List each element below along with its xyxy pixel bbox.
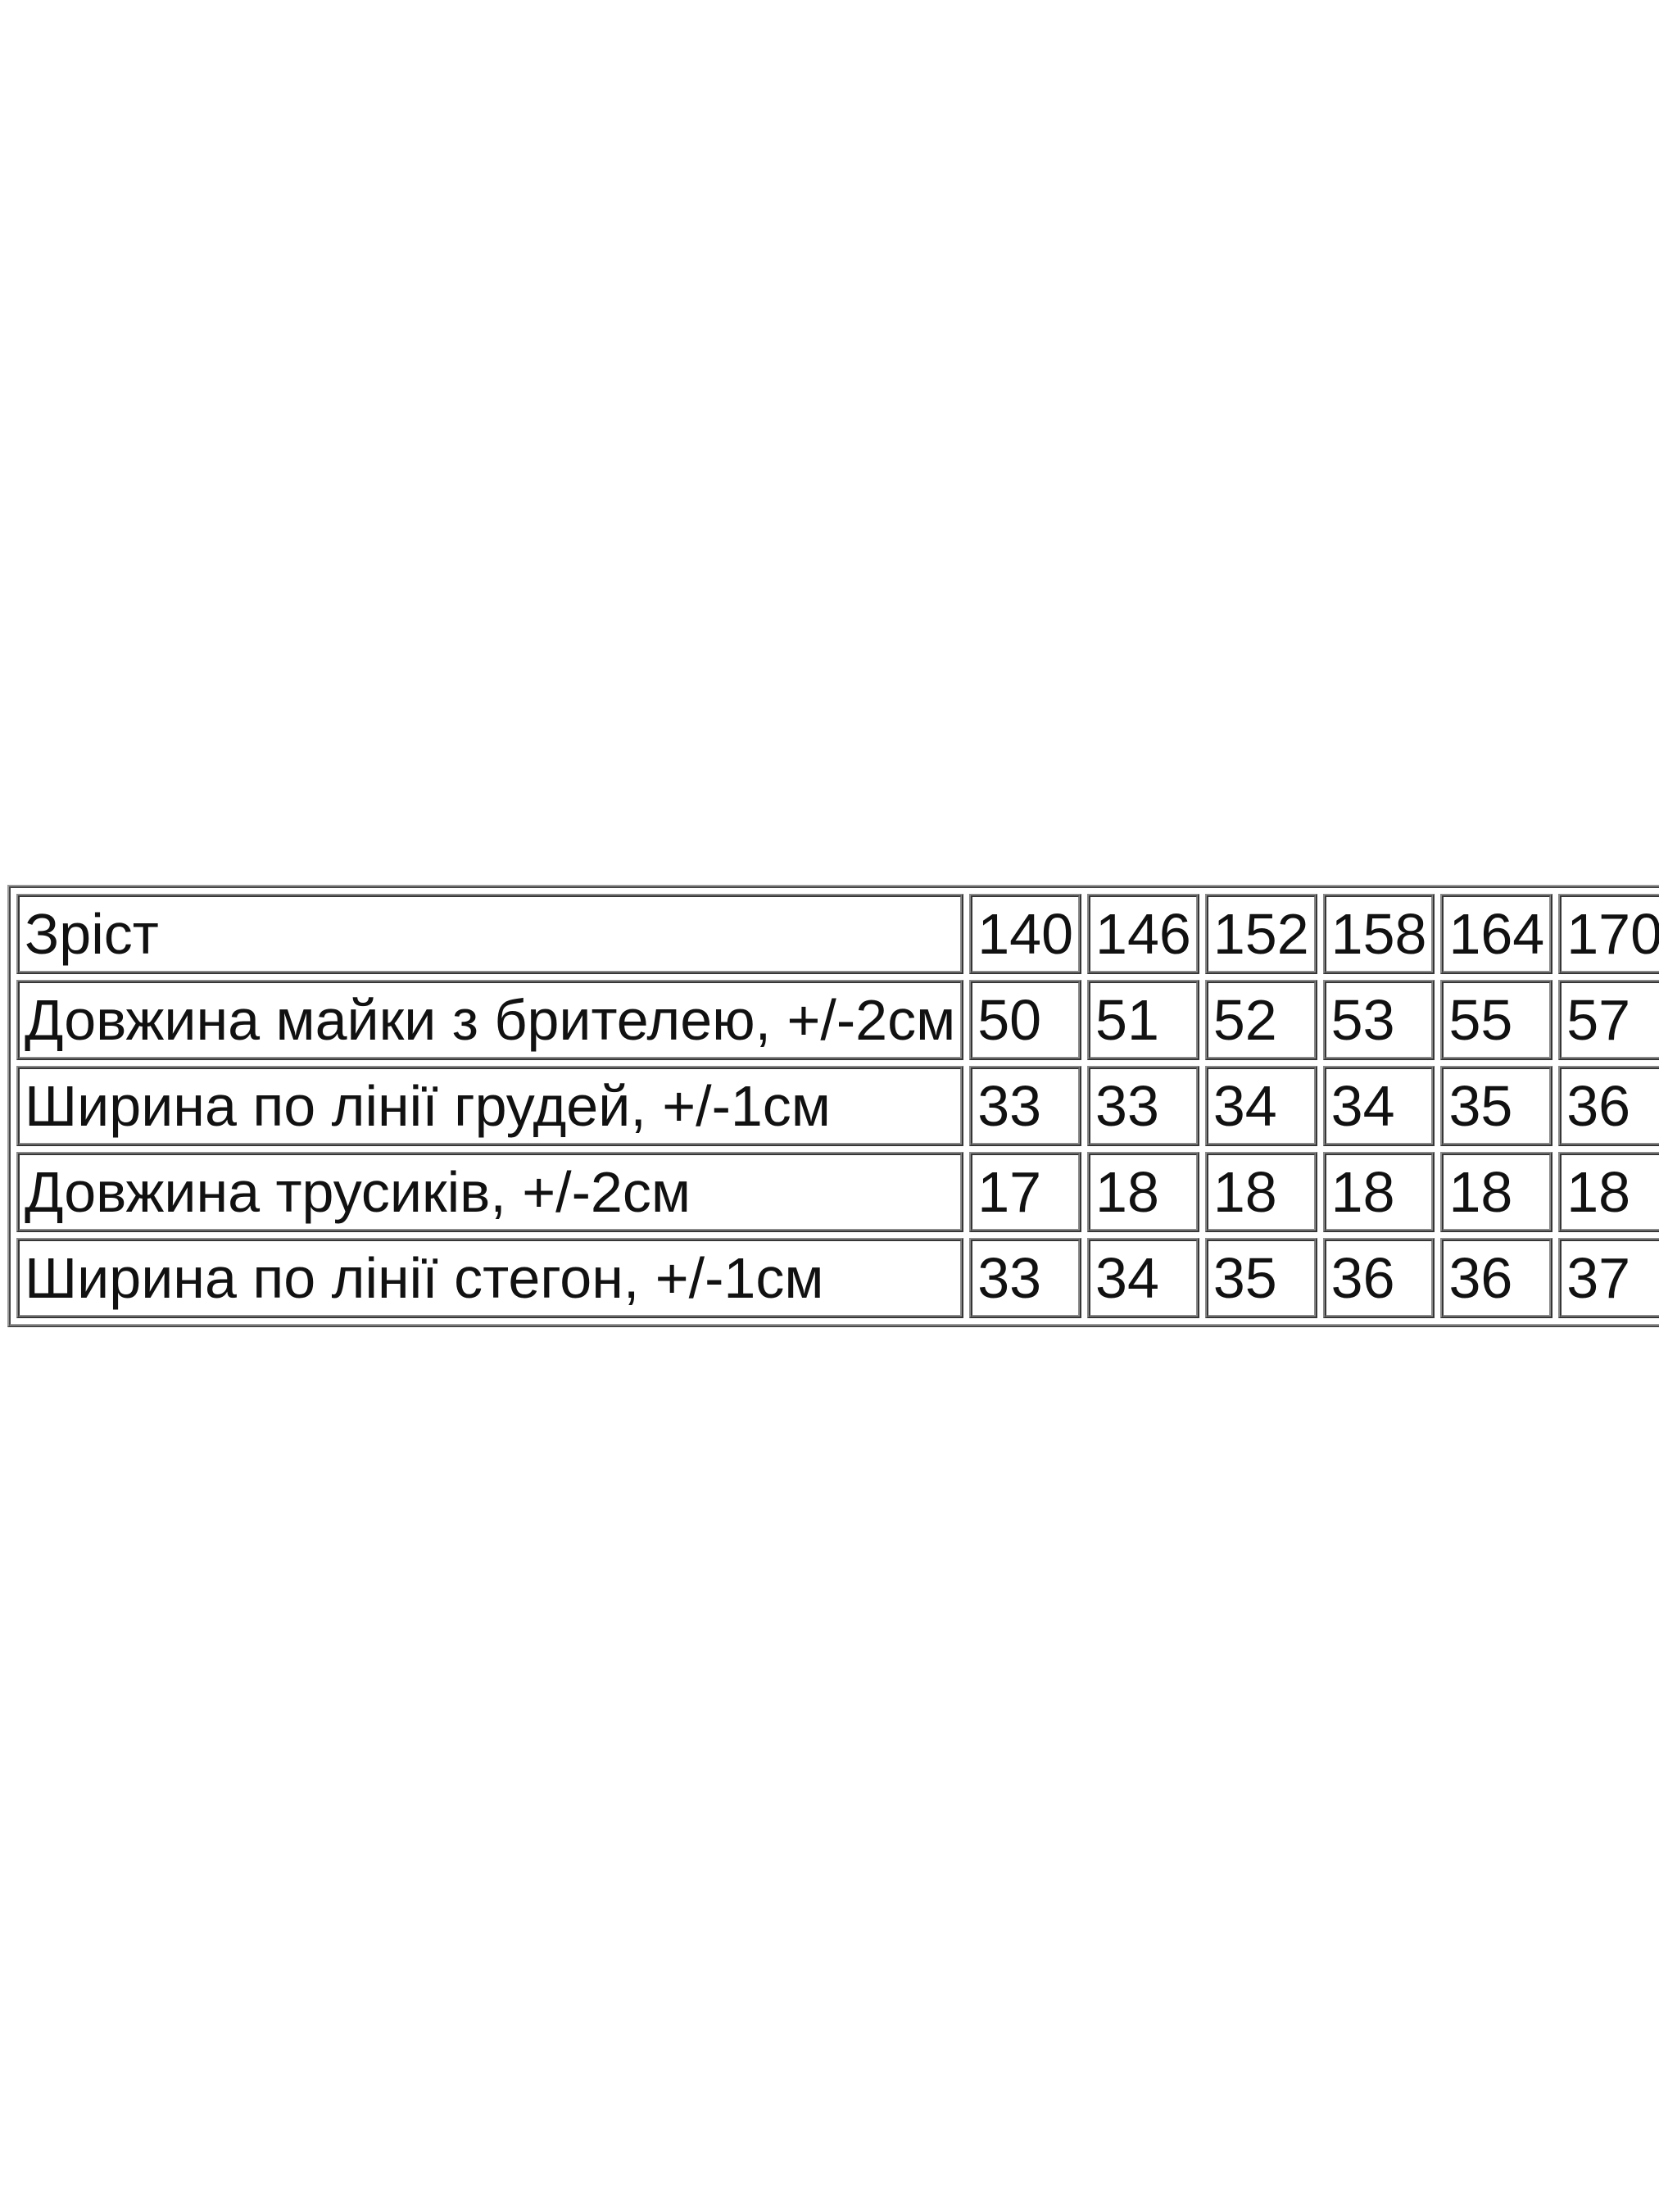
value-cell: 57 bbox=[1558, 980, 1659, 1060]
row-label: Ширина по лінії грудей, +/-1см bbox=[16, 1066, 964, 1146]
value-cell: 35 bbox=[1204, 1238, 1317, 1318]
table-row: Ширина по лінії грудей, +/-1см 33 33 34 34 35… bbox=[16, 1066, 1659, 1146]
value-cell: 18 bbox=[1558, 1152, 1659, 1232]
value-cell: 37 bbox=[1558, 1238, 1659, 1318]
row-label: Довжина майки з брителею, +/-2см bbox=[16, 980, 964, 1060]
value-cell: 33 bbox=[969, 1066, 1082, 1146]
size-header-cell: 152 bbox=[1204, 894, 1317, 974]
value-cell: 17 bbox=[969, 1152, 1082, 1232]
value-cell: 51 bbox=[1087, 980, 1199, 1060]
row-label: Ширина по лінії стегон, +/-1см bbox=[16, 1238, 964, 1318]
size-header-cell: 146 bbox=[1087, 894, 1199, 974]
size-header-cell: 140 bbox=[969, 894, 1082, 974]
size-header-cell: 164 bbox=[1440, 894, 1553, 974]
value-cell: 52 bbox=[1204, 980, 1317, 1060]
value-cell: 18 bbox=[1322, 1152, 1435, 1232]
value-cell: 50 bbox=[969, 980, 1082, 1060]
value-cell: 36 bbox=[1322, 1238, 1435, 1318]
value-cell: 34 bbox=[1087, 1238, 1199, 1318]
size-header-cell: 170 bbox=[1558, 894, 1659, 974]
row-label: Довжина трусиків, +/-2см bbox=[16, 1152, 964, 1232]
value-cell: 18 bbox=[1440, 1152, 1553, 1232]
header-row: Зріст 140 146 152 158 164 170 bbox=[16, 894, 1659, 974]
value-cell: 18 bbox=[1087, 1152, 1199, 1232]
size-header-cell: 158 bbox=[1322, 894, 1435, 974]
value-cell: 55 bbox=[1440, 980, 1553, 1060]
value-cell: 33 bbox=[969, 1238, 1082, 1318]
value-cell: 18 bbox=[1204, 1152, 1317, 1232]
header-label: Зріст bbox=[16, 894, 964, 974]
size-chart-table: Зріст 140 146 152 158 164 170 Довжина майки з б… bbox=[7, 885, 1659, 1327]
value-cell: 33 bbox=[1087, 1066, 1199, 1146]
value-cell: 36 bbox=[1440, 1238, 1553, 1318]
table-row: Довжина майки з брителею, +/-2см 50 51 52 53… bbox=[16, 980, 1659, 1060]
size-chart-body: Зріст 140 146 152 158 164 170 Довжина майки з б… bbox=[16, 894, 1659, 1318]
table-row: Ширина по лінії стегон, +/-1см 33 34 35 36 36… bbox=[16, 1238, 1659, 1318]
value-cell: 34 bbox=[1322, 1066, 1435, 1146]
value-cell: 53 bbox=[1322, 980, 1435, 1060]
value-cell: 36 bbox=[1558, 1066, 1659, 1146]
table-row: Довжина трусиків, +/-2см 17 18 18 18 18 18 bbox=[16, 1152, 1659, 1232]
value-cell: 34 bbox=[1204, 1066, 1317, 1146]
value-cell: 35 bbox=[1440, 1066, 1553, 1146]
